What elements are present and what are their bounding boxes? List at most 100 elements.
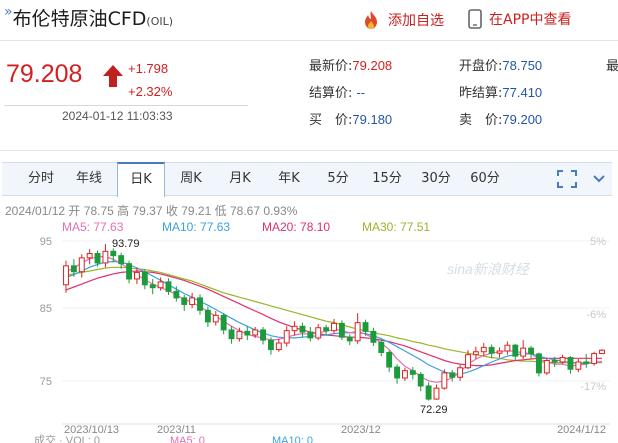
up-arrow-icon (103, 65, 123, 87)
candle-body (338, 322, 345, 338)
candle-body (417, 373, 424, 387)
candle (260, 327, 267, 345)
tab-weekly-k[interactable]: 周K (180, 171, 202, 186)
tab-yearline[interactable]: 年线 (75, 171, 102, 186)
y-right-tick: -17% (580, 381, 606, 393)
candle-body (110, 250, 117, 257)
candle-body (157, 281, 164, 289)
candle-body (94, 252, 101, 264)
phone-icon (468, 9, 482, 29)
x-tick: 2023/11 (157, 424, 196, 436)
candle-body (543, 359, 550, 374)
header-divider (0, 40, 618, 41)
y-tick: 95 (40, 236, 52, 248)
candle-body (378, 341, 385, 353)
candle (315, 324, 322, 341)
candle (149, 278, 156, 295)
candle-body (575, 361, 582, 370)
candle-body (488, 346, 495, 354)
candle-body (535, 353, 542, 374)
y-right-tick: -6% (586, 309, 606, 321)
candle-body (228, 329, 235, 340)
x-tick: 2024/1/12 (557, 424, 606, 436)
tab-yearly-k[interactable]: 年K (278, 171, 300, 186)
section-divider (0, 150, 618, 151)
candle-body (102, 250, 109, 264)
double-chevron-icon: » (4, 4, 13, 20)
tab-30min[interactable]: 30分 (421, 171, 451, 186)
candle-body (260, 329, 267, 341)
candle (181, 294, 188, 311)
y-tick: 75 (40, 376, 52, 388)
candle-body (386, 351, 393, 368)
candle-body (307, 331, 314, 339)
candle (86, 249, 93, 265)
volume-label: 成交 · VOL: 0 (34, 433, 100, 443)
tab-5min[interactable]: 5分 (327, 171, 349, 186)
candle (504, 341, 511, 355)
candle-body (480, 346, 487, 353)
candle (394, 364, 401, 384)
candle-body (394, 366, 401, 379)
chevron-down-icon[interactable] (592, 171, 606, 187)
open-app-button[interactable]: 在APP中查看 (468, 9, 571, 29)
candle-body (165, 281, 172, 292)
candle (472, 346, 479, 360)
tab-monthly-k[interactable]: 月K (229, 171, 251, 186)
x-tick: 2023/10/13 (64, 424, 119, 436)
tab-daily-k[interactable]: 日K (117, 162, 165, 197)
candle-body (433, 387, 440, 400)
ma30-label: MA30: 77.51 (362, 220, 431, 234)
candle-body (599, 349, 605, 355)
candle (283, 326, 290, 347)
volume-ma5-label: MA5: 0 (170, 435, 205, 443)
candle (118, 252, 125, 269)
settle-price-field: 结算价: -- (309, 85, 366, 101)
candle-body (323, 327, 330, 332)
volume-ma10-label: MA10: 0 (272, 435, 313, 443)
add-watchlist-label: 添加自选 (388, 13, 444, 29)
candle (591, 351, 598, 366)
tab-15min[interactable]: 15分 (372, 171, 402, 186)
candle (465, 350, 471, 370)
candle-body (291, 325, 298, 332)
ma20-label: MA20: 78.10 (262, 220, 331, 234)
candle (94, 250, 101, 267)
tab-intraday[interactable]: 分时 (27, 171, 54, 186)
tab-60min[interactable]: 60分 (470, 171, 500, 186)
candle (275, 338, 282, 352)
candle (441, 369, 448, 390)
candle-body (315, 327, 322, 339)
candle-body (189, 297, 196, 305)
candle-body (370, 330, 377, 343)
candle (346, 334, 353, 346)
candle (338, 320, 345, 341)
candle (252, 327, 259, 338)
candle (496, 347, 503, 358)
candle-body (126, 263, 133, 280)
candle (197, 294, 203, 315)
candle-body (283, 330, 290, 344)
candle (449, 369, 456, 382)
candle-body (465, 354, 471, 369)
candle (133, 267, 140, 285)
candle (583, 353, 590, 368)
candle-body (567, 357, 574, 370)
candle (307, 327, 314, 342)
candle-body (504, 344, 511, 352)
y-tick: 85 (40, 303, 52, 315)
candle (236, 327, 243, 342)
candlestick-chart[interactable]: 95 85 75 5% -6% -17% sina新浪财经 93.79 72.2… (0, 228, 618, 443)
add-watchlist-button[interactable]: 添加自选 (360, 9, 444, 31)
candle (291, 321, 298, 336)
candle-body (354, 322, 361, 342)
watermark: sina新浪财经 (447, 261, 531, 277)
candle (599, 349, 605, 355)
candle (520, 340, 527, 360)
truncated-field: 最 (606, 59, 618, 74)
fullscreen-icon[interactable] (557, 170, 577, 188)
candle (370, 327, 377, 346)
candle-body (441, 372, 448, 389)
candle-body (149, 284, 156, 289)
candle-body (118, 255, 125, 265)
